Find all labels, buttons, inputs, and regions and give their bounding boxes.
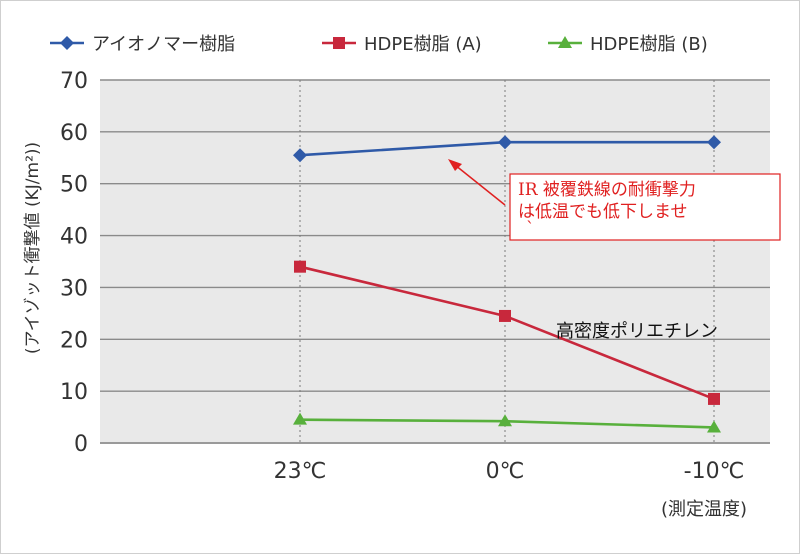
callout-line-1: IR 被覆鉄線の耐衝撃力 (518, 180, 696, 200)
callout-line-2: は低温でも低下しませ (518, 202, 688, 222)
data-point-marker (294, 260, 306, 273)
y-tick-label: 20 (60, 328, 88, 353)
callout-box (509, 173, 781, 241)
legend-label: HDPE樹脂 (B) (590, 34, 708, 55)
hdpe-annotation: 高密度ポリエチレン (556, 321, 718, 342)
data-point-marker (293, 412, 307, 425)
data-point-marker (498, 135, 512, 150)
y-tick-labels: 70 60 50 40 30 20 10 0 (60, 69, 88, 457)
legend-marker (333, 37, 345, 49)
y-axis-label: (アイゾット衝撃値 (KJ/m²)) (23, 142, 43, 354)
x-tick-label: 0℃ (486, 459, 525, 484)
legend-marker (60, 36, 74, 50)
data-point-marker (293, 148, 307, 163)
data-point-marker (708, 392, 720, 405)
y-tick-label: 70 (60, 69, 88, 94)
data-point-marker (499, 309, 511, 322)
legend: アイオノマー樹脂 HDPE樹脂 (A) HDPE樹脂 (B) (50, 34, 708, 55)
data-point-marker (498, 414, 512, 427)
callout-arrow-head (448, 159, 462, 171)
y-tick-label: 50 (60, 173, 88, 198)
y-tick-label: 60 (60, 121, 88, 146)
y-tick-label: 30 (60, 276, 88, 301)
callout-line-3: ` (526, 219, 535, 239)
data-point-marker (707, 420, 721, 433)
legend-marker (558, 36, 572, 48)
plot-area (100, 80, 770, 443)
legend-label: アイオノマー樹脂 (92, 34, 235, 55)
y-tick-label: 10 (60, 380, 88, 405)
x-tick-label: -10℃ (684, 459, 745, 484)
series-markers (293, 135, 721, 433)
callout-arrow-line (454, 164, 506, 206)
x-tick-label: 23℃ (274, 459, 327, 484)
y-tick-label: 40 (60, 225, 88, 250)
y-tick-label: 0 (74, 432, 88, 457)
x-axis-unit-label: (測定温度) (661, 499, 747, 520)
data-point-marker (707, 135, 721, 150)
legend-label: HDPE樹脂 (A) (364, 34, 482, 55)
x-tick-labels: 23℃ 0℃ -10℃ (274, 459, 745, 484)
